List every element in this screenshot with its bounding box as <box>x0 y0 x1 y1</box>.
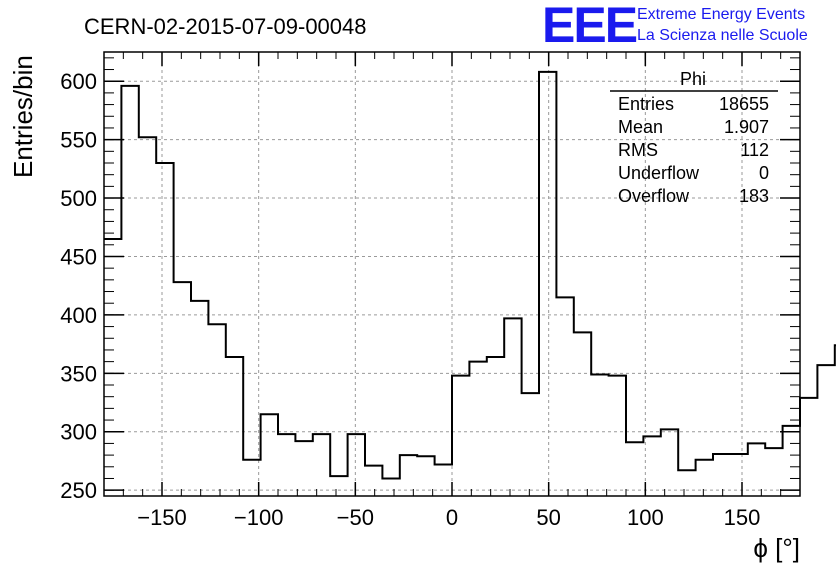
stats-value-entries: 18655 <box>719 94 769 114</box>
x-tick-label: −150 <box>137 505 187 530</box>
stats-value-rms: 112 <box>740 140 769 160</box>
y-tick-label: 250 <box>60 478 97 503</box>
x-axis-ticks: −150 −100 −50 0 50 100 150 <box>103 52 801 530</box>
y-axis-title: Entries/bin <box>8 55 38 178</box>
y-tick-label: 450 <box>60 244 97 269</box>
x-tick-label: −100 <box>234 505 284 530</box>
stats-label-mean: Mean <box>618 117 663 137</box>
stats-value-underflow: 0 <box>759 163 769 183</box>
stats-label-entries: Entries <box>618 94 674 114</box>
stats-value-overflow: 183 <box>739 186 769 206</box>
y-tick-label: 400 <box>60 303 97 328</box>
histogram-series <box>104 70 836 480</box>
stats-label-underflow: Underflow <box>618 163 700 183</box>
x-tick-label: 0 <box>446 505 458 530</box>
stats-title: Phi <box>680 69 706 89</box>
eee-logo: EEE <box>542 0 637 53</box>
y-tick-label: 500 <box>60 186 97 211</box>
y-tick-label: 300 <box>60 420 97 445</box>
y-axis-ticks: 250 300 350 400 450 500 550 600 <box>60 57 800 503</box>
x-tick-label: 150 <box>724 505 761 530</box>
stats-box: Phi Entries 18655 Mean 1.907 RMS 112 Und… <box>610 69 778 206</box>
y-tick-label: 600 <box>60 69 97 94</box>
x-tick-label: 50 <box>536 505 560 530</box>
x-tick-label: 100 <box>627 505 664 530</box>
logo-line-1: Extreme Energy Events <box>637 6 805 23</box>
stats-value-mean: 1.907 <box>724 117 769 137</box>
stats-label-rms: RMS <box>618 140 658 160</box>
stats-label-overflow: Overflow <box>618 186 690 206</box>
x-tick-label: −50 <box>337 505 374 530</box>
y-tick-label: 350 <box>60 361 97 386</box>
y-tick-label: 550 <box>60 128 97 153</box>
logo-line-2: La Scienza nelle Scuole <box>637 27 808 44</box>
x-axis-title: ϕ [°] <box>753 533 800 563</box>
chart-title: CERN-02-2015-07-09-00048 <box>84 14 367 39</box>
